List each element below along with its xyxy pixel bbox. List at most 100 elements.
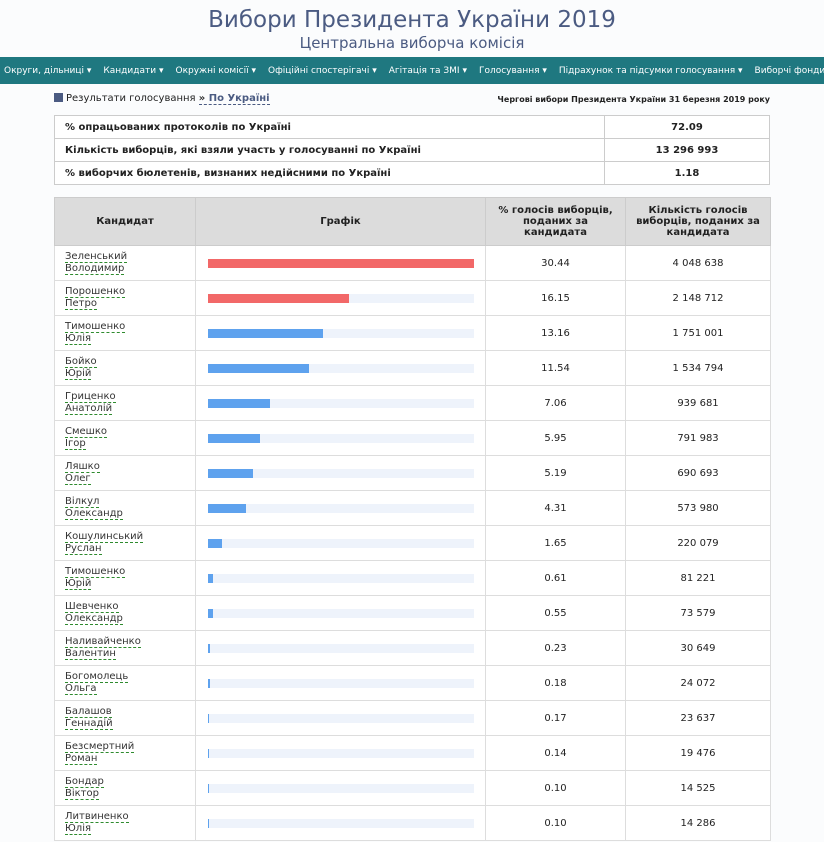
votes: 24 072 (625, 665, 771, 701)
votes: 1 751 001 (625, 315, 771, 351)
candidate-name[interactable]: Роман (65, 753, 98, 765)
candidate-surname[interactable]: Зеленський (65, 251, 128, 263)
summary-row: % виборчих бюлетенів, визнаних недійсним… (54, 161, 770, 185)
candidate-name[interactable]: Юрій (65, 578, 92, 590)
votes: 220 079 (625, 525, 771, 561)
bar-track (208, 608, 474, 618)
candidate-cell: Бойко Юрій (54, 350, 196, 386)
bar-track (208, 783, 474, 793)
candidate-surname[interactable]: Литвиненко (65, 811, 129, 823)
summary-value: 13 296 993 (604, 138, 770, 162)
candidate-name[interactable]: Ольга (65, 683, 97, 695)
candidate-name[interactable]: Володимир (65, 263, 125, 275)
candidate-row: Шевченко Олександр 0.55 73 579 (54, 595, 771, 631)
candidate-surname[interactable]: Порошенко (65, 286, 126, 298)
candidate-surname[interactable]: Наливайченко (65, 636, 141, 648)
bar (208, 678, 210, 688)
bar (208, 258, 474, 268)
nav-item[interactable]: Округи, дільниці (4, 66, 91, 76)
nav-item[interactable]: Виборчі фонди (755, 66, 824, 76)
subtitle: Центральна виборча комісія (299, 34, 525, 52)
candidate-row: Гриценко Анатолій 7.06 939 681 (54, 385, 771, 421)
nav-item[interactable]: Кандидати (103, 66, 163, 76)
bar-track (208, 643, 474, 653)
bar-track (208, 503, 474, 513)
candidate-row: Порошенко Петро 16.15 2 148 712 (54, 280, 771, 316)
candidate-name[interactable]: Валентин (65, 648, 116, 660)
candidate-name[interactable]: Геннадій (65, 718, 113, 730)
bar-track (208, 678, 474, 688)
votes: 791 983 (625, 420, 771, 456)
candidate-name[interactable]: Юлія (65, 823, 91, 835)
graph-cell (195, 805, 486, 841)
bar-track (208, 328, 474, 338)
votes: 939 681 (625, 385, 771, 421)
candidate-name[interactable]: Юлія (65, 333, 91, 345)
nav-item[interactable]: Підрахунок та підсумки голосування (559, 66, 743, 76)
bar-track (208, 258, 474, 268)
candidate-row: Зеленський Володимир 30.44 4 048 638 (54, 245, 771, 281)
summary-row: Кількість виборців, які взяли участь у г… (54, 138, 770, 162)
bar-track (208, 538, 474, 548)
candidate-row: Бойко Юрій 11.54 1 534 794 (54, 350, 771, 386)
nav-item[interactable]: Голосування (479, 66, 547, 76)
candidate-surname[interactable]: Гриценко (65, 391, 116, 403)
candidate-row: Литвиненко Юлія 0.10 14 286 (54, 805, 771, 841)
candidate-surname[interactable]: Шевченко (65, 601, 119, 613)
candidate-row: Смешко Ігор 5.95 791 983 (54, 420, 771, 456)
percent: 30.44 (485, 245, 626, 281)
votes: 30 649 (625, 630, 771, 666)
title: Вибори Президента України 2019 (208, 7, 616, 33)
candidate-name[interactable]: Віктор (65, 788, 99, 800)
summary-value: 1.18 (604, 161, 770, 185)
candidate-name[interactable]: Петро (65, 298, 97, 310)
candidate-name[interactable]: Олександр (65, 613, 123, 625)
candidate-row: Тимошенко Юрій 0.61 81 221 (54, 560, 771, 596)
column-header: % голосів виборців, поданих за кандидата (485, 197, 626, 246)
candidate-name[interactable]: Руслан (65, 543, 102, 555)
bar-track (208, 573, 474, 583)
bar-track (208, 363, 474, 373)
nav-item[interactable]: Офіційні спостерігачі (268, 66, 377, 76)
candidate-surname[interactable]: Тимошенко (65, 321, 126, 333)
bar (208, 328, 323, 338)
summary-label: % опрацьованих протоколів по Україні (54, 115, 605, 139)
candidate-name[interactable]: Анатолій (65, 403, 113, 415)
candidate-surname[interactable]: Безсмертний (65, 741, 135, 753)
bar (208, 748, 210, 758)
candidate-surname[interactable]: Балашов (65, 706, 112, 718)
bar (208, 643, 210, 653)
candidate-surname[interactable]: Богомолець (65, 671, 129, 683)
candidate-surname[interactable]: Ляшко (65, 461, 100, 473)
graph-cell (195, 385, 486, 421)
percent: 7.06 (485, 385, 626, 421)
candidate-cell: Безсмертний Роман (54, 735, 196, 771)
candidate-surname[interactable]: Тимошенко (65, 566, 126, 578)
bar-track (208, 468, 474, 478)
candidate-name[interactable]: Юрій (65, 368, 92, 380)
graph-cell (195, 665, 486, 701)
graph-cell (195, 350, 486, 386)
candidate-surname[interactable]: Бойко (65, 356, 97, 368)
percent: 0.10 (485, 770, 626, 806)
crumb-link[interactable]: По Україні (198, 93, 270, 105)
candidate-name[interactable]: Олександр (65, 508, 123, 520)
graph-cell (195, 560, 486, 596)
candidate-name[interactable]: Ігор (65, 438, 86, 450)
candidate-surname[interactable]: Вілкул (65, 496, 100, 508)
nav-item[interactable]: Агітація та ЗМІ (389, 66, 467, 76)
nav-item[interactable]: Окружні комісії (175, 66, 256, 76)
column-header: Кандидат (54, 197, 196, 246)
candidate-name[interactable]: Олег (65, 473, 91, 485)
candidate-surname[interactable]: Смешко (65, 426, 107, 438)
bar-track (208, 748, 474, 758)
bar-track (208, 713, 474, 723)
percent: 11.54 (485, 350, 626, 386)
bar (208, 293, 350, 303)
candidate-cell: Порошенко Петро (54, 280, 196, 316)
bar (208, 573, 214, 583)
graph-cell (195, 700, 486, 736)
candidate-surname[interactable]: Кошулинський (65, 531, 144, 543)
candidate-row: Ляшко Олег 5.19 690 693 (54, 455, 771, 491)
candidate-surname[interactable]: Бондар (65, 776, 104, 788)
